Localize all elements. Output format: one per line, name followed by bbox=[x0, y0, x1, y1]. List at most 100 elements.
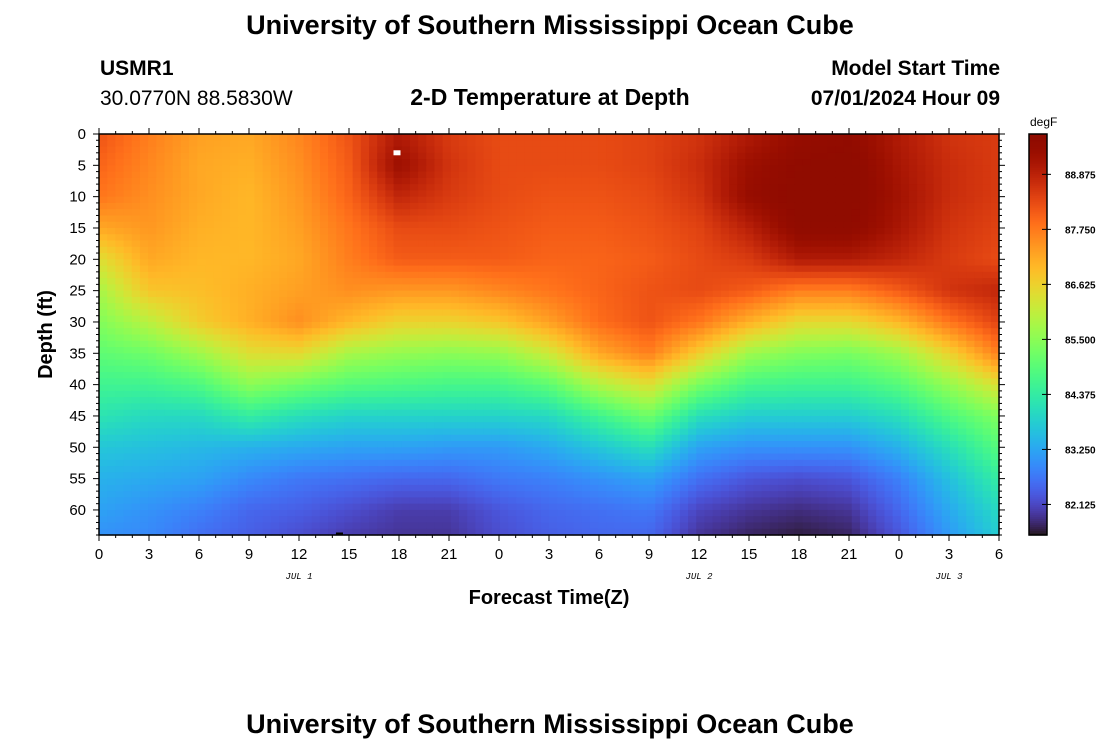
heatmap-cell bbox=[180, 253, 190, 260]
heatmap-cell bbox=[786, 265, 796, 273]
heatmap-cell bbox=[311, 177, 321, 185]
heatmap-cell bbox=[843, 202, 853, 210]
heatmap-cell bbox=[696, 171, 706, 179]
heatmap-cell bbox=[868, 403, 877, 411]
heatmap-cell bbox=[990, 265, 1000, 273]
heatmap-cell bbox=[107, 309, 116, 317]
heatmap-cell bbox=[549, 353, 558, 361]
heatmap-cell bbox=[917, 372, 926, 379]
heatmap-cell bbox=[729, 221, 738, 229]
heatmap-cell bbox=[630, 397, 640, 405]
heatmap-cell bbox=[606, 296, 616, 304]
heatmap-cell bbox=[663, 296, 673, 304]
heatmap-cell bbox=[614, 372, 624, 379]
heatmap-cell bbox=[164, 259, 174, 267]
heatmap-cell bbox=[532, 165, 542, 173]
heatmap-cell bbox=[639, 253, 648, 260]
heatmap-cell bbox=[328, 227, 337, 235]
heatmap-cell bbox=[287, 409, 296, 417]
heatmap-cell bbox=[499, 159, 509, 166]
heatmap-cell bbox=[614, 196, 624, 204]
heatmap-cell bbox=[900, 409, 910, 417]
heatmap-cell bbox=[205, 415, 215, 423]
heatmap-cell bbox=[172, 134, 182, 141]
heatmap-cell bbox=[761, 246, 771, 254]
heatmap-cell bbox=[336, 215, 346, 223]
heatmap-cell bbox=[671, 240, 681, 248]
heatmap-cell bbox=[508, 403, 517, 411]
heatmap-cell bbox=[598, 196, 607, 204]
heatmap-cell bbox=[139, 265, 149, 273]
heatmap-cell bbox=[884, 397, 894, 405]
heatmap-cell bbox=[810, 378, 820, 386]
heatmap-cell bbox=[688, 303, 697, 311]
heatmap-cell bbox=[319, 227, 329, 235]
heatmap-cell bbox=[941, 234, 951, 242]
heatmap-cell bbox=[786, 140, 796, 148]
heatmap-cell bbox=[581, 259, 591, 267]
heatmap-cell bbox=[475, 328, 485, 336]
heatmap-cell bbox=[639, 171, 648, 179]
heatmap-cell bbox=[107, 303, 116, 311]
heatmap-cell bbox=[549, 309, 558, 317]
heatmap-cell bbox=[688, 359, 697, 367]
heatmap-cell bbox=[671, 227, 681, 235]
heatmap-cell bbox=[409, 278, 419, 285]
heatmap-cell bbox=[761, 340, 771, 348]
heatmap-cell bbox=[843, 328, 853, 336]
heatmap-cell bbox=[360, 321, 370, 329]
heatmap-cell bbox=[213, 353, 223, 361]
heatmap-cell bbox=[409, 171, 419, 179]
heatmap-cell bbox=[328, 134, 337, 141]
heatmap-cell bbox=[131, 209, 141, 217]
heatmap-cell bbox=[892, 397, 902, 405]
heatmap-cell bbox=[761, 271, 771, 279]
heatmap-cell bbox=[671, 347, 681, 354]
heatmap-cell bbox=[377, 321, 386, 329]
heatmap-cell bbox=[279, 409, 288, 417]
heatmap-cell bbox=[966, 365, 976, 373]
heatmap-cell bbox=[982, 240, 992, 248]
heatmap-cell bbox=[786, 353, 796, 361]
heatmap-cell bbox=[475, 347, 485, 354]
heatmap-cell bbox=[426, 403, 436, 411]
heatmap-cell bbox=[123, 347, 133, 354]
heatmap-cell bbox=[729, 146, 738, 154]
heatmap-cell bbox=[131, 271, 141, 279]
heatmap-cell bbox=[148, 415, 157, 423]
heatmap-cell bbox=[418, 196, 427, 204]
heatmap-cell bbox=[876, 227, 886, 235]
heatmap-cell bbox=[205, 140, 215, 148]
heatmap-cell bbox=[311, 397, 321, 405]
heatmap-cell bbox=[540, 353, 550, 361]
heatmap-cell bbox=[949, 240, 959, 248]
heatmap-cell bbox=[499, 303, 509, 311]
heatmap-cell bbox=[663, 184, 673, 191]
heatmap-cell bbox=[737, 309, 746, 317]
heatmap-cell bbox=[565, 309, 575, 317]
heatmap-cell bbox=[197, 246, 206, 254]
heatmap-cell bbox=[884, 159, 894, 166]
heatmap-cell bbox=[148, 140, 157, 148]
heatmap-cell bbox=[467, 334, 476, 342]
heatmap-cell bbox=[279, 215, 288, 223]
heatmap-cell bbox=[156, 240, 166, 248]
heatmap-cell bbox=[287, 240, 296, 248]
heatmap-cell bbox=[221, 140, 231, 148]
heatmap-cell bbox=[868, 372, 877, 379]
heatmap-cell bbox=[475, 315, 485, 323]
heatmap-cell bbox=[508, 359, 517, 367]
heatmap-cell bbox=[835, 265, 845, 273]
heatmap-cell bbox=[647, 328, 656, 336]
heatmap-cell bbox=[778, 384, 787, 392]
heatmap-cell bbox=[401, 146, 411, 154]
heatmap-cell bbox=[409, 347, 419, 354]
heatmap-cell bbox=[131, 184, 141, 191]
heatmap-cell bbox=[262, 365, 272, 373]
heatmap-cell bbox=[426, 378, 436, 386]
heatmap-cell bbox=[990, 259, 1000, 267]
heatmap-cell bbox=[769, 347, 779, 354]
heatmap-cell bbox=[786, 134, 796, 141]
heatmap-cell bbox=[475, 171, 485, 179]
heatmap-cell bbox=[900, 347, 910, 354]
